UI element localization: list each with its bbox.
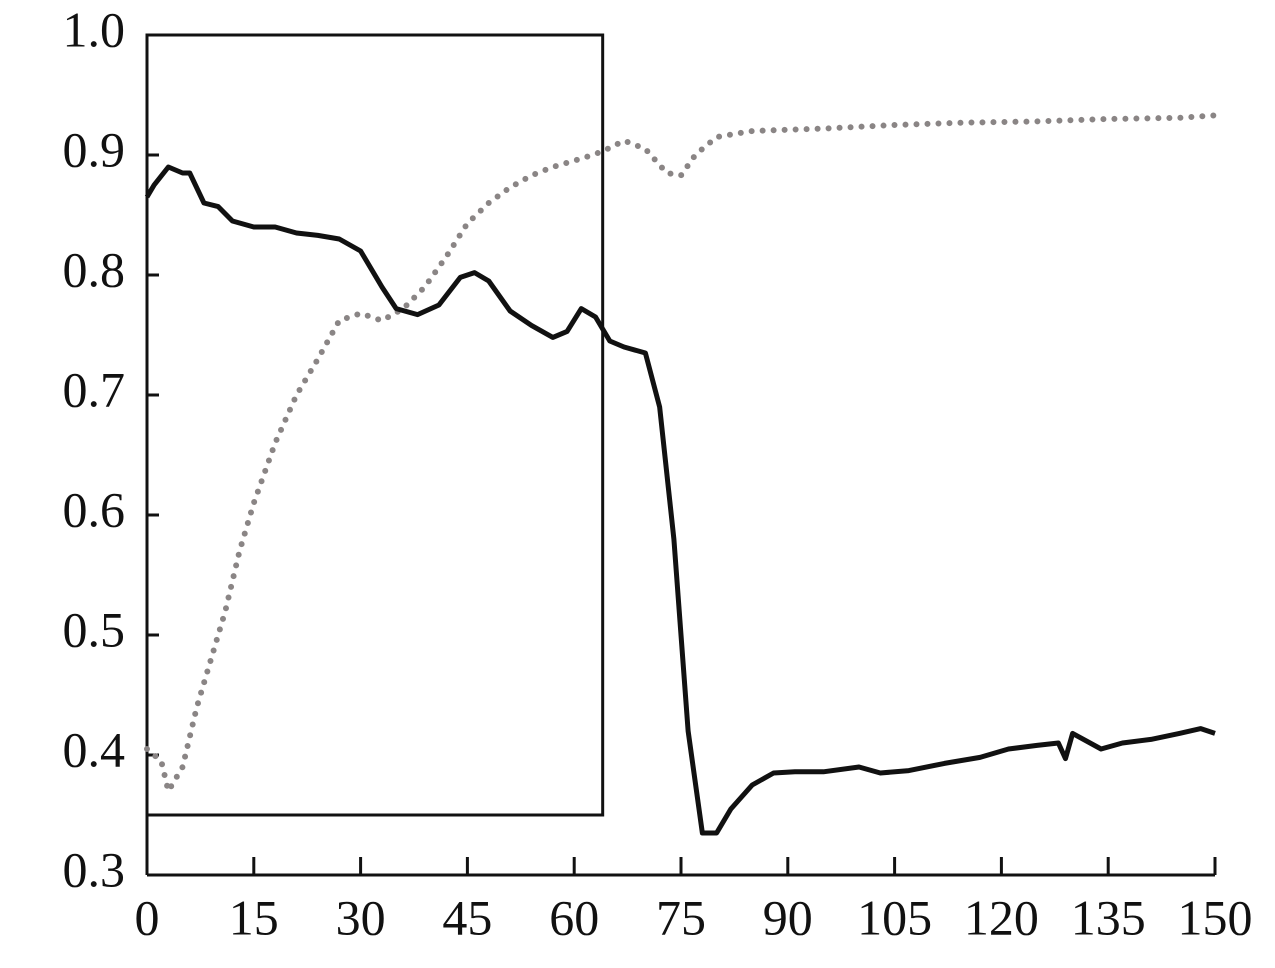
series-line	[144, 112, 1218, 794]
x-tick-label: 135	[1071, 889, 1146, 945]
x-tick-label: 60	[549, 889, 599, 945]
y-tick-label: 0.3	[63, 841, 126, 897]
y-tick-label: 0.6	[63, 481, 126, 537]
x-tick-label: 45	[442, 889, 492, 945]
x-tick-label: 150	[1178, 889, 1253, 945]
x-tick-label: 30	[336, 889, 386, 945]
y-tick-label: 0.4	[63, 721, 126, 777]
x-tick-label: 75	[656, 889, 706, 945]
x-tick-label: 105	[857, 889, 932, 945]
x-tick-label: 0	[135, 889, 160, 945]
x-tick-label: 90	[763, 889, 813, 945]
highlight-box	[145, 33, 605, 817]
y-tick-label: 0.9	[63, 121, 126, 177]
x-tick-label: 120	[964, 889, 1039, 945]
y-tick-label: 1.0	[63, 1, 126, 57]
y-tick-label: 0.7	[63, 361, 126, 417]
series-line	[144, 164, 1216, 836]
y-tick-label: 0.5	[63, 601, 126, 657]
y-tick-label: 0.8	[63, 241, 126, 297]
x-tick-label: 15	[229, 889, 279, 945]
